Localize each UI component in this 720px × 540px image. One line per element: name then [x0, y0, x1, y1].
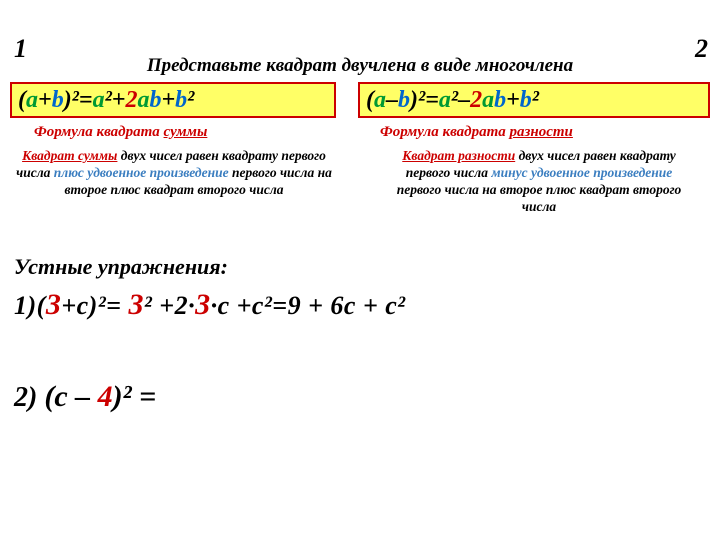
- plus3: +: [506, 86, 520, 114]
- close-eq: )²=: [64, 86, 93, 114]
- oral-exercises-heading: Устные упражнения:: [14, 254, 228, 280]
- desc-head: Квадрат суммы: [22, 148, 117, 163]
- plus2: +: [112, 86, 126, 114]
- ex2-num: 2): [14, 382, 44, 413]
- fn-prefix: Формула квадрата: [380, 124, 510, 140]
- plus: +: [38, 86, 52, 114]
- ex2-four: 4: [98, 380, 113, 413]
- minus: –: [386, 86, 398, 114]
- ab-b: b: [494, 86, 506, 114]
- exercise-2: 2) (с – 4)² =: [14, 380, 156, 414]
- sq: ²: [451, 86, 458, 114]
- ex1-three3: 3: [195, 288, 211, 321]
- desc-line2: первого числа на второе плюс квадрат вто…: [397, 182, 682, 214]
- ab-a: a: [137, 86, 149, 114]
- minus2: –: [458, 86, 470, 114]
- paren-open: (: [18, 86, 26, 114]
- description-sum: Квадрат суммы двух чисел равен квадрату …: [14, 148, 334, 199]
- fn-suffix: суммы: [164, 124, 208, 140]
- formula-sum-box: ( a + b )²= a ² + 2 a b + b ²: [10, 82, 336, 118]
- description-diff: Квадрат разности двух чисел равен квадра…: [384, 148, 694, 216]
- sq2: ²: [187, 86, 194, 114]
- formula-name-sum: Формула квадрата суммы: [34, 124, 207, 141]
- sq: ²: [105, 86, 112, 114]
- fn-suffix: разности: [510, 124, 573, 140]
- close-eq: )²=: [410, 86, 439, 114]
- var-a: a: [26, 86, 38, 114]
- var-b: b: [52, 86, 64, 114]
- b2: b: [520, 86, 532, 114]
- ex2-close: )² =: [113, 380, 157, 413]
- fn-prefix: Формула квадрата: [34, 124, 164, 140]
- desc-head: Квадрат разности: [402, 148, 515, 163]
- exercise-1: 1)(3+с)²= 3² +2·3·с +с²=9 + 6с + с²: [14, 288, 406, 322]
- ex1-sq: ²: [144, 291, 152, 320]
- desc-blue: минус удвоенное произведение: [491, 165, 672, 180]
- plus3: +: [161, 86, 175, 114]
- ex1-three2: 3: [128, 288, 144, 321]
- ab-a: a: [482, 86, 494, 114]
- var-b: b: [398, 86, 410, 114]
- page-title: Представьте квадрат двучлена в виде мног…: [0, 55, 720, 77]
- ex1-num: 1)(: [14, 291, 46, 320]
- b2: b: [175, 86, 187, 114]
- formula-name-diff: Формула квадрата разности: [380, 124, 573, 141]
- a2: a: [439, 86, 451, 114]
- ex2-open: (с –: [44, 380, 97, 413]
- ex1-p1: +с)²=: [61, 291, 128, 320]
- coef-2: 2: [470, 86, 482, 114]
- coef-2: 2: [125, 86, 137, 114]
- var-a: a: [374, 86, 386, 114]
- sq2: ²: [532, 86, 539, 114]
- ab-b: b: [149, 86, 161, 114]
- desc-blue: плюс удвоенное произведение: [54, 165, 229, 180]
- paren-open: (: [366, 86, 374, 114]
- ex1-p2: +2·: [152, 291, 195, 320]
- ex1-p3: ·с +с²=9 + 6с + с²: [211, 291, 406, 320]
- ex1-three: 3: [46, 288, 62, 321]
- a2: a: [93, 86, 105, 114]
- formula-diff-box: ( a – b )²= a ² – 2 a b + b ²: [358, 82, 710, 118]
